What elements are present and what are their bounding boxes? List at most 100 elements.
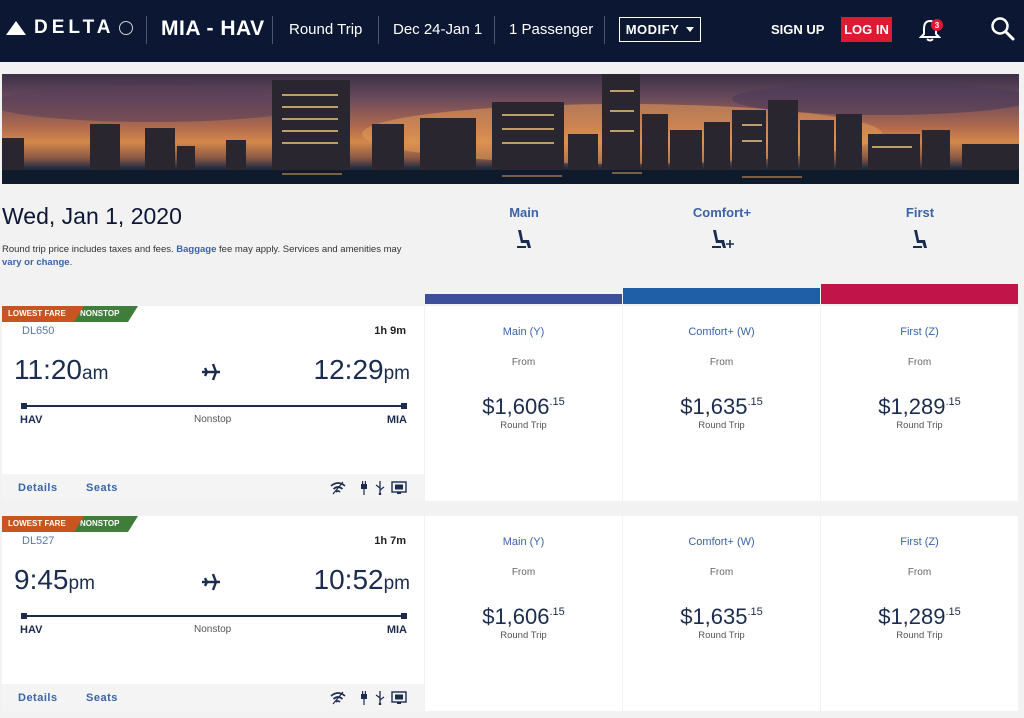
time-value: 10:52 — [313, 564, 384, 595]
round-trip-label: Round Trip — [896, 420, 943, 431]
time-ampm: pm — [383, 363, 410, 384]
wifi-icon — [330, 691, 346, 705]
price-dollars: $1,289 — [878, 604, 946, 629]
seats-link[interactable]: Seats — [86, 692, 118, 704]
fare-price: $1,289.15 — [821, 604, 1018, 630]
fare-cell-comfort-plus[interactable]: Comfort+ (W) From $1,635.15 Round Trip — [623, 306, 820, 501]
disclaimer-text: Round trip price includes taxes and fees… — [2, 244, 177, 255]
header-divider — [378, 16, 379, 44]
lowest-fare-tag: LOWEST FARE — [2, 516, 86, 532]
top-nav-bar: DELTA MIA - HAV Round Trip Dec 24-Jan 1 … — [0, 0, 1024, 62]
time-ampm: pm — [68, 573, 95, 594]
fare-cell-first[interactable]: First (Z) From $1,289.15 Round Trip — [821, 516, 1018, 711]
power-outlet-icon — [361, 481, 367, 495]
flight-number[interactable]: DL527 — [22, 535, 55, 547]
cabin-color-bar-first — [821, 284, 1018, 304]
fare-class-name: First (Z) — [900, 326, 939, 338]
time-ampm: pm — [383, 573, 410, 594]
time-value: 11:20 — [14, 354, 82, 385]
fare-price: $1,635.15 — [623, 394, 820, 420]
price-cents: .15 — [945, 606, 961, 618]
fare-cell-comfort-plus[interactable]: Comfort+ (W) From $1,635.15 Round Trip — [623, 516, 820, 711]
fare-price: $1,606.15 — [425, 604, 622, 630]
price-disclaimer: Round trip price includes taxes and fees… — [2, 243, 422, 269]
fare-class-name: Main (Y) — [502, 536, 545, 548]
price-dollars: $1,606 — [482, 604, 550, 629]
stops-label: Nonstop — [194, 414, 232, 425]
airplane-icon — [202, 363, 220, 381]
round-trip-label: Round Trip — [500, 420, 547, 431]
airplane-icon — [202, 573, 220, 591]
travel-dates: Dec 24-Jan 1 — [393, 21, 483, 38]
header-divider — [494, 16, 495, 44]
destination-airport: MIA — [386, 624, 407, 636]
price-cents: .15 — [549, 606, 565, 618]
cabin-header-main[interactable]: Main — [425, 205, 623, 250]
round-trip-label: Round Trip — [698, 420, 745, 431]
price-cents: .15 — [747, 396, 763, 408]
time-value: 12:29 — [313, 354, 384, 385]
cabin-header-first[interactable]: First — [821, 205, 1019, 250]
arrival-time: 12:29pm — [314, 354, 410, 386]
fare-cell-main[interactable]: Main (Y) From $1,606.15 Round Trip — [425, 516, 622, 711]
nonstop-tag: NONSTOP — [74, 306, 138, 322]
seat-icon — [517, 230, 531, 248]
price-dollars: $1,606 — [482, 394, 550, 419]
vary-or-change-link[interactable]: vary or change — [2, 257, 70, 268]
delta-logo[interactable]: DELTA — [6, 16, 133, 40]
price-cents: .15 — [747, 606, 763, 618]
seat-plus-icon — [712, 230, 734, 248]
disclaimer-text: fee may apply. Services and amenities ma… — [216, 244, 402, 255]
modify-search-button[interactable]: MODIFY — [619, 17, 701, 42]
brand-name: DELTA — [34, 17, 115, 38]
trip-type: Round Trip — [289, 21, 363, 38]
sign-up-link[interactable]: SIGN UP — [771, 22, 825, 37]
fare-cell-main[interactable]: Main (Y) From $1,606.15 Round Trip — [425, 306, 622, 501]
header-divider — [604, 16, 605, 44]
search-icon[interactable] — [990, 16, 1016, 42]
price-dollars: $1,635 — [680, 604, 748, 629]
selected-date-title: Wed, Jan 1, 2020 — [2, 203, 182, 229]
flight-duration: 1h 9m — [374, 325, 406, 337]
time-value: 9:45 — [14, 564, 69, 595]
destination-banner-image — [2, 74, 1019, 184]
usb-icon — [375, 691, 385, 705]
arrival-time: 10:52pm — [314, 564, 410, 596]
entertainment-screen-icon — [391, 481, 407, 494]
destination-airport: MIA — [386, 414, 407, 426]
usb-icon — [375, 481, 385, 495]
time-ampm: am — [82, 363, 109, 384]
seat-icon — [913, 230, 927, 248]
origin-airport: HAV — [20, 624, 43, 636]
origin-airport: HAV — [20, 414, 43, 426]
cabin-name: Comfort+ — [692, 205, 752, 220]
chevron-down-icon — [686, 27, 695, 32]
lowest-fare-tag: LOWEST FARE — [2, 306, 86, 322]
baggage-link[interactable]: Baggage — [176, 244, 217, 255]
flight-card-footer: Details Seats — [2, 684, 424, 711]
fare-class-name: First (Z) — [900, 536, 939, 548]
cabin-color-bar-main — [425, 294, 622, 304]
price-cents: .15 — [549, 396, 565, 408]
flight-number[interactable]: DL650 — [22, 325, 55, 337]
details-link[interactable]: Details — [18, 692, 58, 704]
from-label: From — [709, 357, 734, 368]
from-label: From — [511, 357, 536, 368]
round-trip-label: Round Trip — [896, 630, 943, 641]
nonstop-tag: NONSTOP — [74, 516, 138, 532]
log-in-button[interactable]: LOG IN — [841, 17, 892, 42]
details-link[interactable]: Details — [18, 482, 58, 494]
from-label: From — [511, 567, 536, 578]
from-label: From — [907, 357, 932, 368]
entertainment-screen-icon — [391, 691, 407, 704]
fare-price: $1,606.15 — [425, 394, 622, 420]
power-outlet-icon — [361, 691, 367, 705]
seats-link[interactable]: Seats — [86, 482, 118, 494]
fare-cell-first[interactable]: First (Z) From $1,289.15 Round Trip — [821, 306, 1018, 501]
flight-card[interactable]: LOWEST FARE NONSTOP DL650 1h 9m 11:20am … — [2, 306, 424, 501]
stops-label: Nonstop — [194, 624, 232, 635]
cabin-header-comfort-plus[interactable]: Comfort+ — [623, 205, 821, 250]
flight-card[interactable]: LOWEST FARE NONSTOP DL527 1h 7m 9:45pm 1… — [2, 516, 424, 711]
notification-badge: 3 — [931, 19, 943, 31]
price-dollars: $1,289 — [878, 394, 946, 419]
